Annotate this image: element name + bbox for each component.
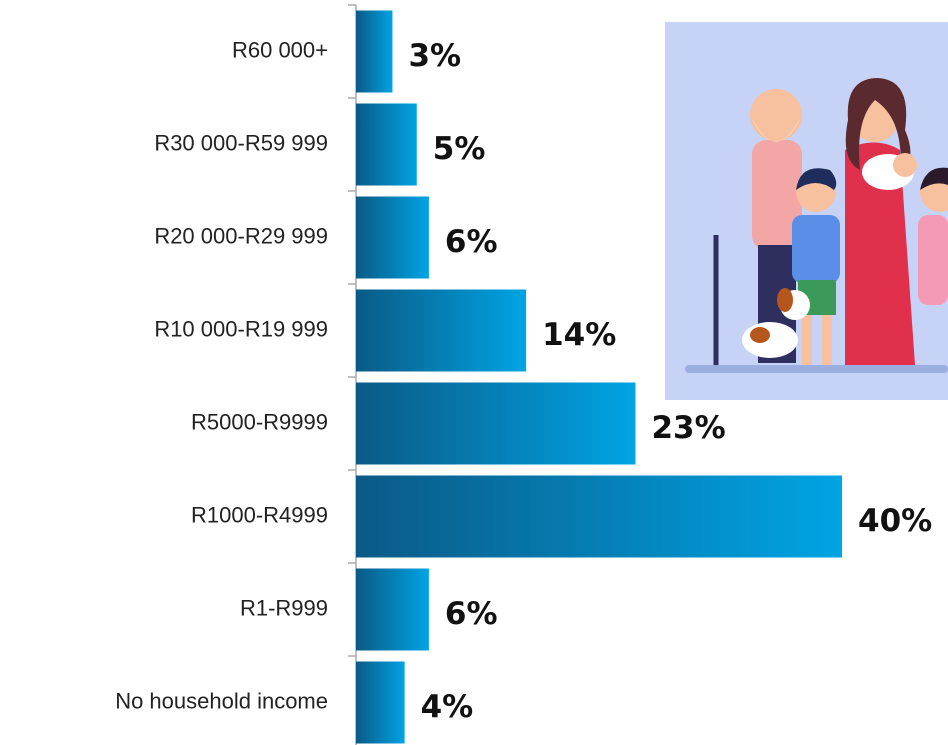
value-label: 23% bbox=[651, 410, 725, 446]
value-label: 6% bbox=[445, 224, 498, 260]
bar bbox=[356, 103, 417, 186]
bar bbox=[356, 475, 842, 558]
category-label: No household income bbox=[115, 688, 328, 713]
category-label: R20 000-R29 999 bbox=[154, 223, 328, 248]
category-label: R1000-R4999 bbox=[191, 502, 328, 527]
category-label: R1-R999 bbox=[240, 595, 328, 620]
family-illustration bbox=[665, 22, 948, 400]
category-label: R30 000-R59 999 bbox=[154, 130, 328, 155]
value-label: 5% bbox=[433, 131, 486, 167]
value-label: 40% bbox=[858, 503, 932, 539]
category-label: R10 000-R19 999 bbox=[154, 316, 328, 341]
bar bbox=[356, 661, 405, 744]
category-label: R60 000+ bbox=[232, 37, 328, 62]
bar bbox=[356, 10, 393, 93]
bar bbox=[356, 568, 429, 651]
value-label: 3% bbox=[408, 38, 461, 74]
value-label: 6% bbox=[445, 596, 498, 632]
bar bbox=[356, 289, 527, 372]
value-label: 4% bbox=[421, 689, 474, 725]
bar bbox=[356, 382, 636, 465]
value-label: 14% bbox=[542, 317, 616, 353]
bar bbox=[356, 196, 429, 279]
category-label: R5000-R9999 bbox=[191, 409, 328, 434]
